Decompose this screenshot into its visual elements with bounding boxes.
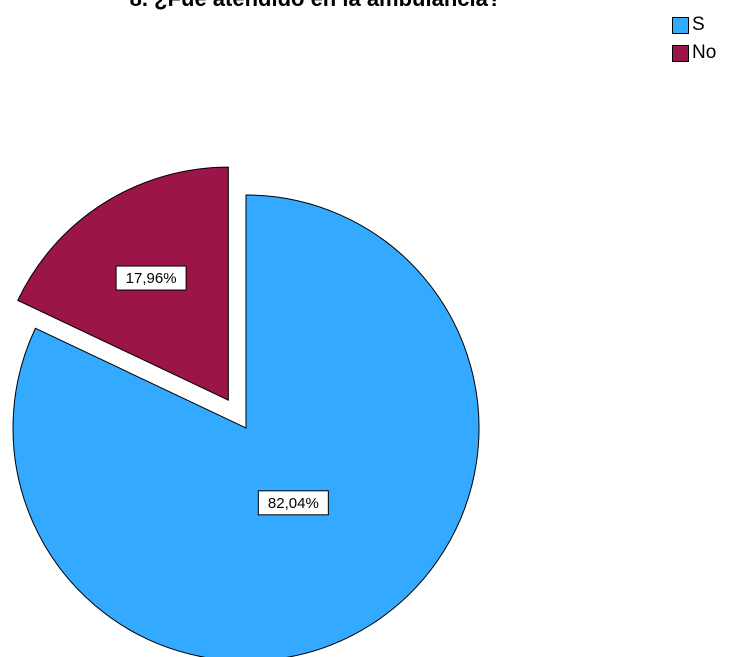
data-label-no-text: 17,96% <box>126 270 177 287</box>
legend-swatch-s <box>672 16 689 34</box>
legend-item-no: No <box>672 39 716 67</box>
legend-label-no: No <box>692 42 717 63</box>
data-label-no: 17,96% <box>115 265 187 291</box>
data-label-s-box <box>257 490 329 516</box>
legend: S No <box>672 11 716 67</box>
data-label-no-box <box>115 265 187 291</box>
legend-item-s: S <box>672 11 716 39</box>
chart-title: 8. ¿Fue atendido en la ambulancia? <box>0 0 731 12</box>
legend-swatch-no <box>672 44 689 62</box>
legend-label-s: S <box>692 14 705 35</box>
data-label-s: 82,04% <box>257 490 329 516</box>
data-label-s-text: 82,04% <box>268 495 319 512</box>
pie-slice-s <box>12 194 480 657</box>
